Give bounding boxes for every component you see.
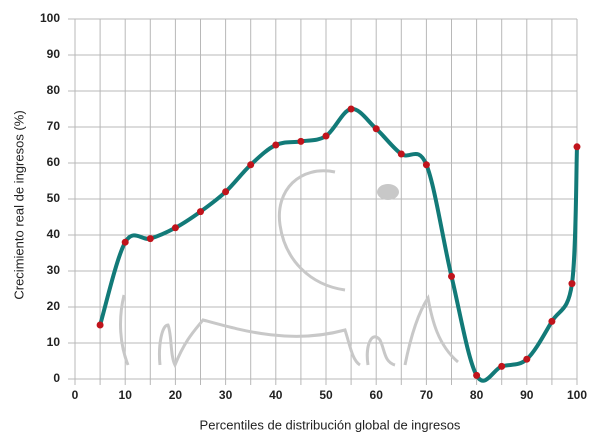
x-tick-label: 10	[119, 388, 133, 402]
data-point	[272, 142, 279, 149]
data-point	[423, 161, 430, 168]
x-tick-label: 100	[567, 388, 587, 402]
y-tick-label: 80	[47, 83, 61, 97]
data-point	[548, 318, 555, 325]
x-tick-label: 50	[319, 388, 333, 402]
data-point	[473, 372, 480, 379]
data-point	[247, 161, 254, 168]
data-point	[523, 356, 530, 363]
y-tick-label: 50	[47, 191, 61, 205]
elephant-watermark	[121, 171, 458, 365]
y-tick-label: 100	[40, 11, 60, 25]
x-tick-label: 0	[72, 388, 79, 402]
y-tick-label: 10	[47, 335, 61, 349]
data-point	[398, 151, 405, 158]
y-tick-label: 40	[47, 227, 61, 241]
data-point	[147, 235, 154, 242]
data-point	[373, 125, 380, 132]
x-tick-label: 80	[470, 388, 484, 402]
grid	[68, 19, 577, 385]
data-point	[122, 239, 129, 246]
x-tick-label: 60	[370, 388, 384, 402]
data-point	[197, 208, 204, 215]
y-tick-label: 60	[47, 155, 61, 169]
data-point	[568, 280, 575, 287]
data-point	[222, 188, 229, 195]
y-tick-label: 0	[53, 371, 60, 385]
chart: Percentiles de distribución global de in…	[0, 0, 589, 440]
x-tick-label: 90	[520, 388, 534, 402]
x-tick-label: 70	[420, 388, 434, 402]
data-point	[448, 273, 455, 280]
y-axis-label: Crecimiento real de ingresos (%)	[11, 110, 26, 299]
x-axis-label: Percentiles de distribución global de in…	[200, 417, 461, 432]
data-point	[172, 224, 179, 231]
data-point	[323, 133, 330, 140]
y-tick-label: 90	[47, 47, 61, 61]
y-tick-label: 70	[47, 119, 61, 133]
data-point	[297, 138, 304, 145]
data-point	[498, 363, 505, 370]
y-tick-label: 30	[47, 263, 61, 277]
x-tick-label: 40	[269, 388, 283, 402]
y-tick-label: 20	[47, 299, 61, 313]
x-tick-label: 20	[169, 388, 183, 402]
data-point	[348, 106, 355, 113]
x-tick-label: 30	[219, 388, 233, 402]
data-point	[97, 322, 104, 329]
data-point	[574, 143, 581, 150]
